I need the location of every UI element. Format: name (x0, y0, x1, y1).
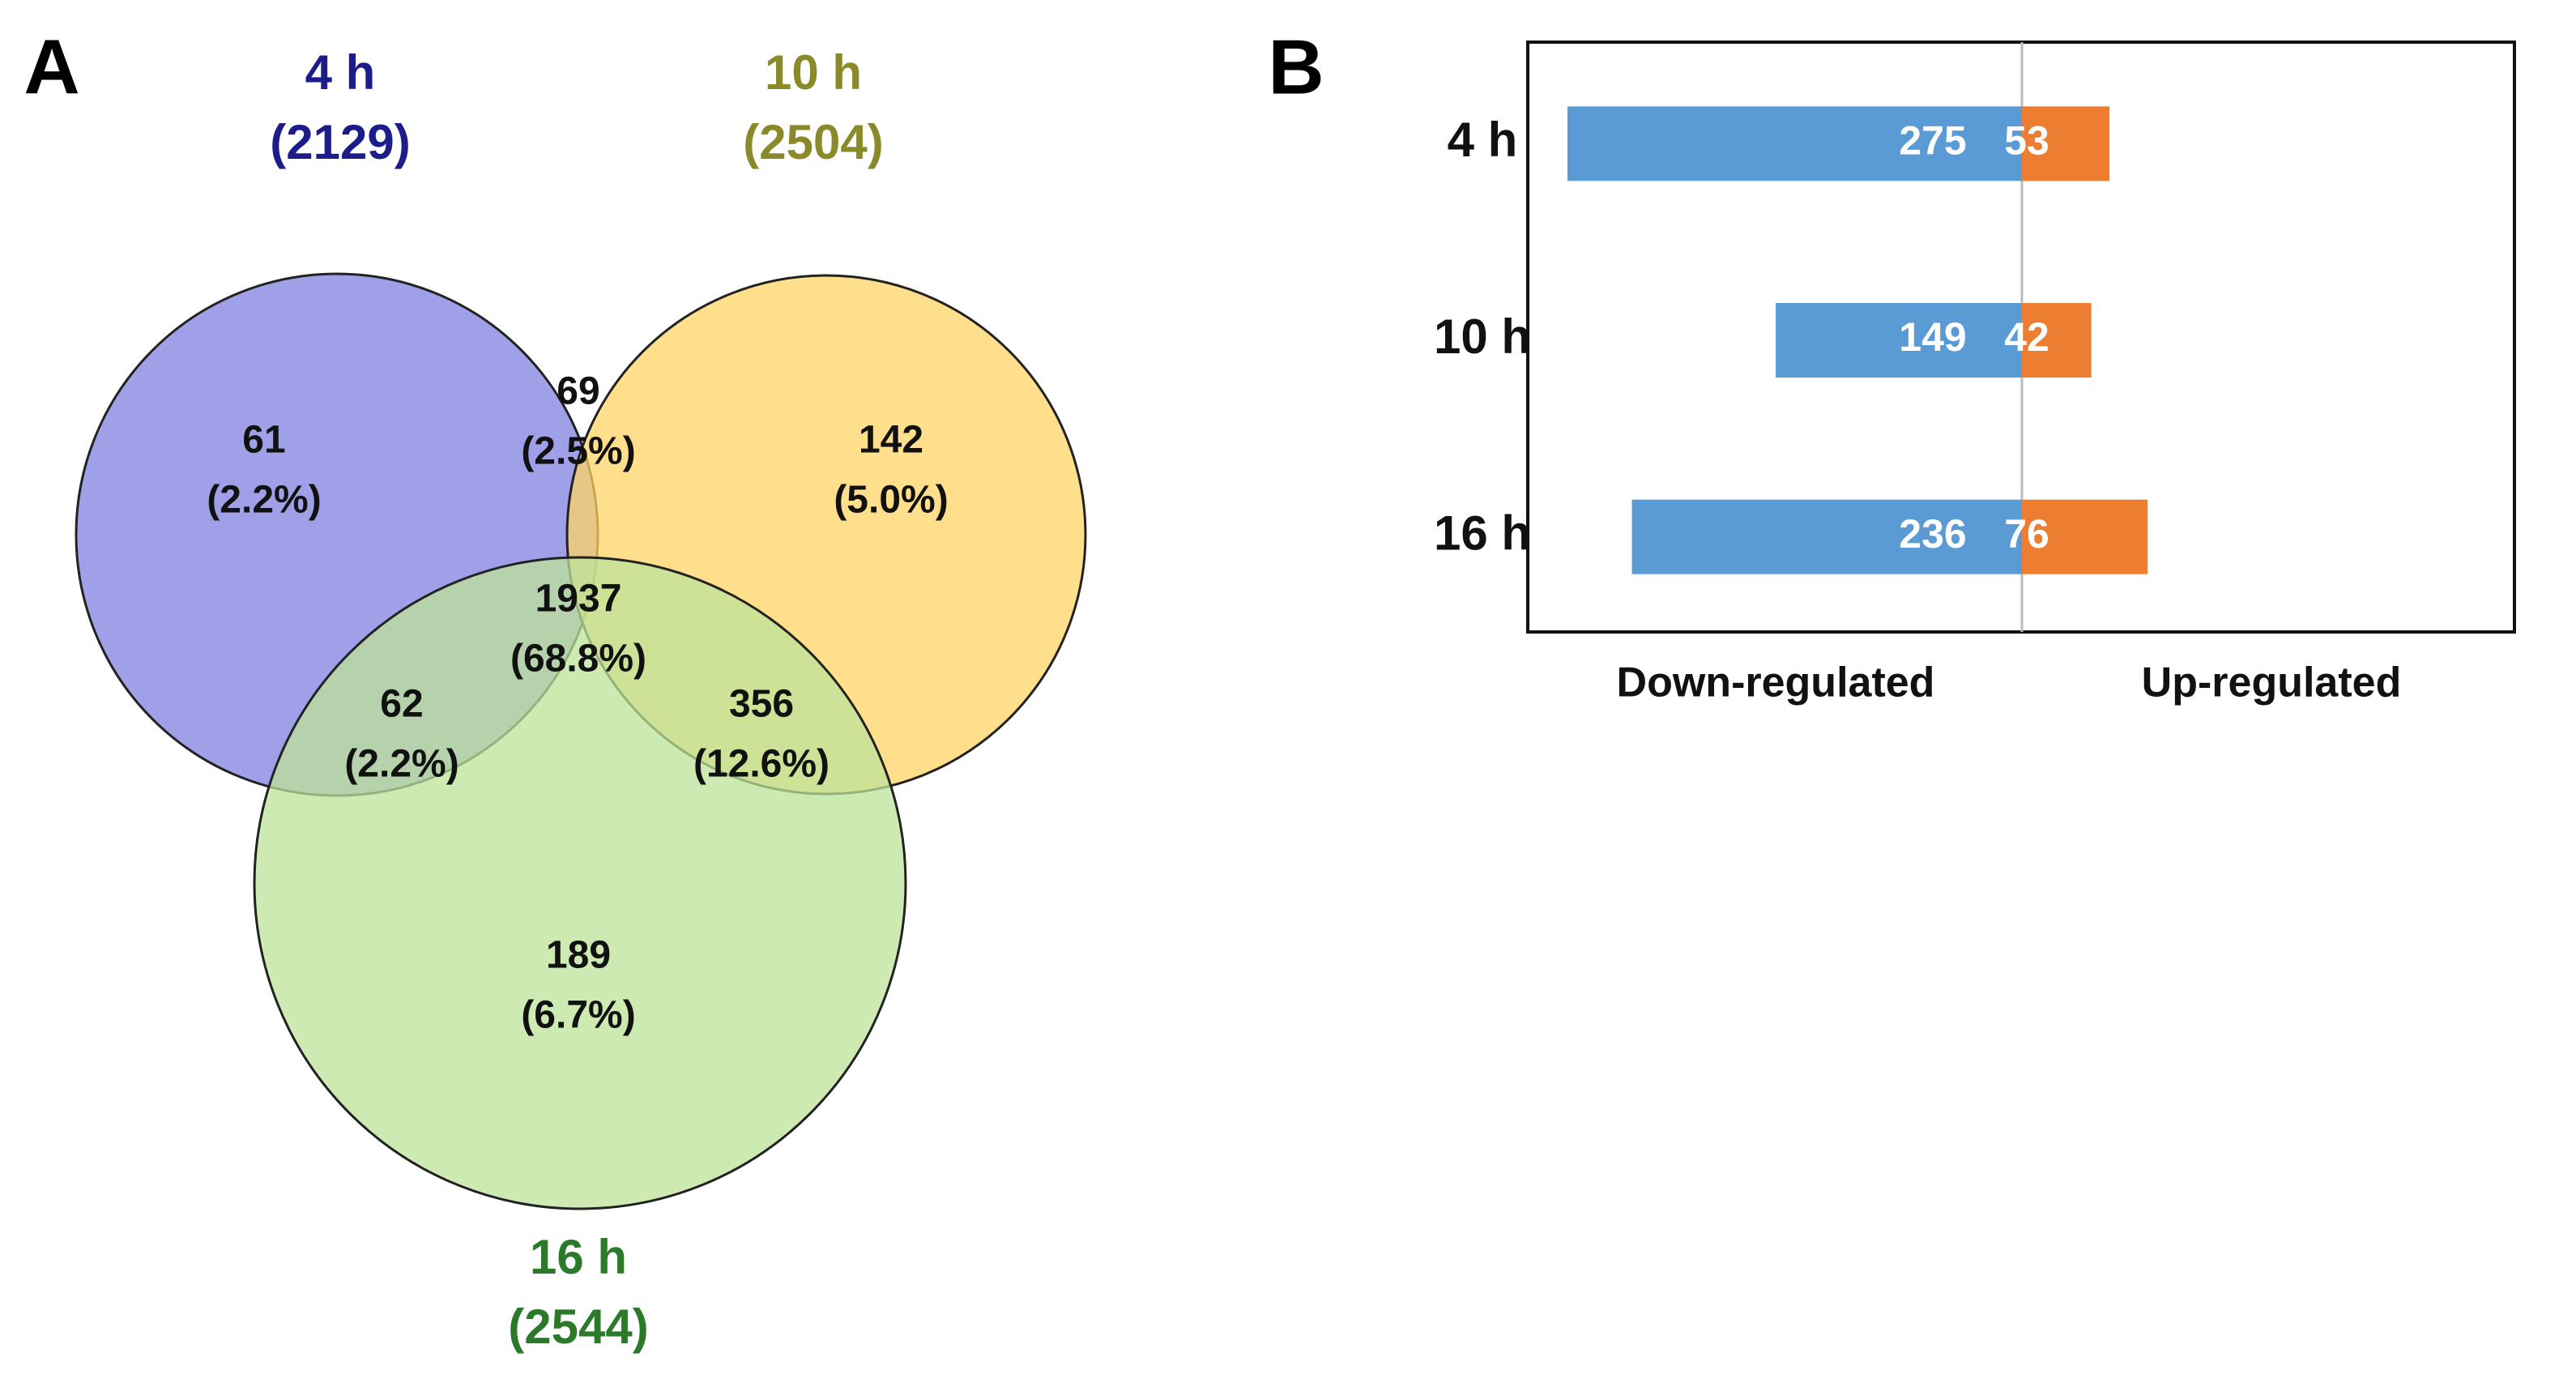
value-label: 53 (2004, 118, 2049, 164)
set-name: 10 h (765, 45, 862, 100)
set-size: (2129) (270, 115, 410, 169)
region-count: 142 (859, 419, 923, 462)
panel-label: B (1268, 23, 1324, 110)
region-percent: (2.2%) (207, 479, 321, 522)
region-count: 356 (729, 683, 794, 726)
region-percent: (68.8%) (510, 638, 646, 681)
category-label: 4 h (1448, 113, 1518, 167)
region-count: 189 (546, 934, 611, 977)
region-percent: (12.6%) (693, 743, 830, 786)
value-label: 76 (2004, 511, 2049, 557)
set-circle (253, 556, 907, 1210)
region-percent: (5.0%) (834, 479, 948, 522)
region-count: 69 (557, 370, 599, 413)
set-name: 4 h (305, 45, 376, 100)
set-name: 16 h (530, 1230, 627, 1284)
bar (2022, 106, 2110, 181)
set-size: (2544) (508, 1300, 648, 1354)
category-label: 10 h (1434, 309, 1531, 364)
value-label: 275 (1899, 118, 1966, 164)
bar (2022, 499, 2148, 574)
region-count: 1937 (535, 578, 622, 621)
value-label: 236 (1899, 511, 1966, 557)
region-count: 61 (242, 419, 285, 462)
bar (2022, 303, 2092, 378)
series-label: Down-regulated (1617, 659, 1935, 706)
set-size: (2504) (743, 115, 883, 169)
series-label: Up-regulated (2142, 659, 2402, 706)
region-percent: (6.7%) (521, 994, 635, 1037)
category-label: 16 h (1434, 506, 1531, 561)
region-count: 62 (380, 683, 423, 726)
bar (1567, 106, 2022, 181)
value-label: 42 (2004, 314, 2049, 360)
bar (1631, 499, 2022, 574)
bar (1776, 303, 2022, 378)
panel-label: A (23, 23, 79, 110)
region-percent: (2.2%) (344, 743, 458, 786)
region-percent: (2.5%) (521, 430, 635, 473)
value-label: 149 (1899, 314, 1966, 360)
